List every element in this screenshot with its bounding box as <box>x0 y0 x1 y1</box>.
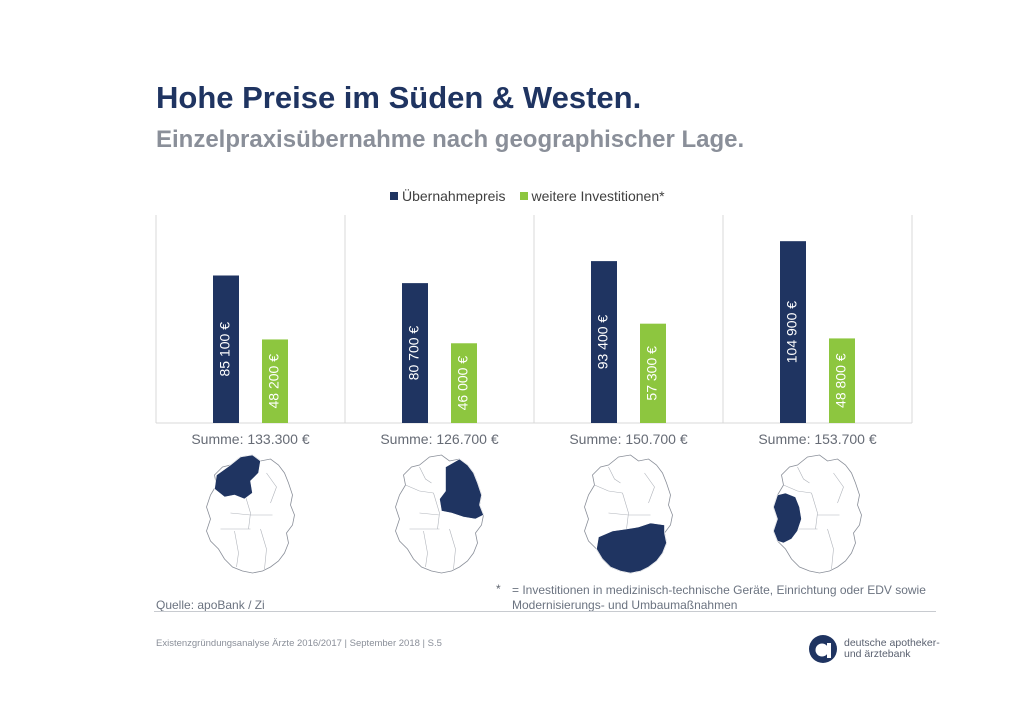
germany-map <box>206 454 295 574</box>
sum-label: Summe: 153.700 € <box>758 431 877 447</box>
footnote-star: * <box>496 582 501 596</box>
map-state-borders <box>594 466 655 550</box>
map-highlight-region <box>773 492 802 544</box>
logo-text: deutsche apotheker- und ärztebank <box>844 638 940 660</box>
bar-label-purchase: 93 400 € <box>595 315 611 370</box>
bar-label-purchase: 80 700 € <box>406 326 422 381</box>
legend-item-investments: weitere Investitionen* <box>519 188 665 204</box>
bar-label-investments: 48 200 € <box>266 354 282 409</box>
footer-divider <box>154 611 936 612</box>
bank-logo: deutsche apotheker- und ärztebank <box>808 634 940 664</box>
page-title: Hohe Preise im Süden & Westen. <box>156 80 642 115</box>
legend-swatch-green <box>519 192 528 200</box>
bar-label-investments: 46 000 € <box>455 356 471 411</box>
sum-label: Summe: 126.700 € <box>380 431 499 447</box>
page-subtitle: Einzelpraxisübernahme nach geographische… <box>156 126 745 153</box>
apobank-logo-icon <box>809 635 837 663</box>
bar-label-purchase: 104 900 € <box>784 301 800 363</box>
germany-map <box>395 454 484 574</box>
logo-line-1: deutsche apotheker- <box>844 637 940 649</box>
chart-legend: Übernahmepreis weitere Investitionen* <box>390 188 665 204</box>
bar-purchase <box>591 261 617 423</box>
bar-label-investments: 57 300 € <box>644 346 660 401</box>
map-highlight-region <box>214 454 261 500</box>
bar-investments <box>640 323 666 423</box>
legend-label-purchase: Übernahmepreis <box>402 188 506 204</box>
bar-investments <box>262 339 288 423</box>
sum-label: Summe: 150.700 € <box>569 431 688 447</box>
legend-item-purchase: Übernahmepreis <box>390 188 506 204</box>
logo-line-2: und ärztebank <box>844 648 911 660</box>
footnote-text: = Investitionen in medizinisch-technisch… <box>512 583 926 612</box>
map-state-borders <box>405 466 456 570</box>
bar-purchase <box>213 275 239 423</box>
germany-map <box>584 454 673 574</box>
map-state-borders <box>783 466 844 570</box>
map-highlight-region <box>439 458 484 520</box>
sum-label: Summe: 133.300 € <box>191 431 310 447</box>
bar-chart: 85 100 € 48 200 € Summe: 133.300 € 80 700 €… <box>155 215 913 574</box>
bar-label-investments: 48 800 € <box>833 353 849 408</box>
germany-map <box>773 454 862 574</box>
map-highlight-region <box>596 522 667 574</box>
legend-label-investments: weitere Investitionen* <box>531 188 665 204</box>
bar-investments <box>829 338 855 423</box>
bar-purchase <box>402 283 428 423</box>
source-note: Quelle: apoBank / Zi <box>156 598 265 612</box>
bar-label-purchase: 85 100 € <box>217 322 233 377</box>
bar-investments <box>451 343 477 423</box>
legend-swatch-navy <box>390 192 398 200</box>
footer-text: Existenzgründungsanalyse Ärzte 2016/2017… <box>156 638 442 649</box>
bar-purchase <box>780 241 806 423</box>
